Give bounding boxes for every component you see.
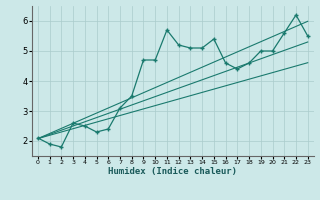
X-axis label: Humidex (Indice chaleur): Humidex (Indice chaleur) (108, 167, 237, 176)
